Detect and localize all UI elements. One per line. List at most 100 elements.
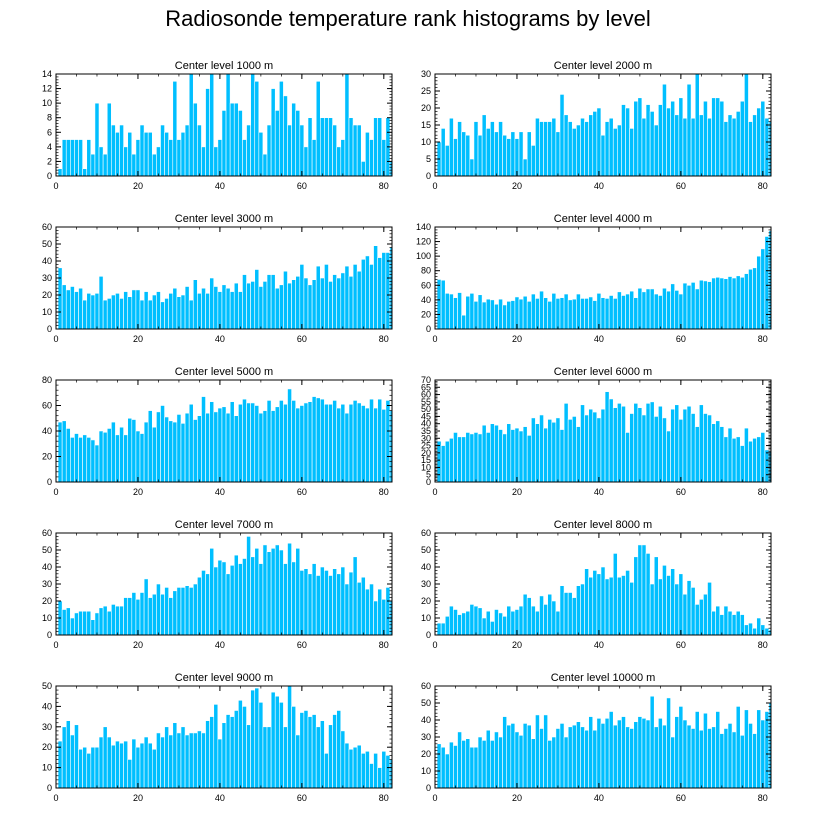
bar (209, 547, 215, 636)
bar (440, 445, 446, 483)
bar (649, 288, 655, 330)
bar (543, 121, 548, 177)
bar (752, 267, 757, 330)
bar (307, 117, 313, 177)
bar (547, 419, 553, 483)
panel-title: Center level 2000 m (554, 60, 652, 72)
bar (727, 276, 733, 330)
bar (715, 605, 721, 636)
bar (303, 568, 309, 636)
bar (658, 405, 663, 483)
bar (254, 269, 260, 330)
bar (119, 742, 124, 789)
bar (180, 726, 186, 789)
x-tick-label: 80 (379, 640, 389, 650)
x-tick-label: 0 (53, 181, 58, 191)
bar (250, 73, 256, 177)
bar (719, 614, 725, 636)
bar (307, 401, 313, 483)
y-tick-label: 0 (426, 171, 431, 181)
bar (453, 745, 458, 789)
bar (328, 403, 333, 483)
bar (217, 738, 223, 789)
y-tick-label: 0 (47, 630, 52, 640)
bar (535, 117, 540, 177)
y-tick-label: 40 (421, 562, 431, 572)
bar (760, 100, 766, 177)
x-tick-label: 40 (594, 181, 604, 191)
bar (192, 279, 198, 330)
y-tick-label: 20 (42, 290, 52, 300)
bar (385, 400, 391, 483)
bar (694, 604, 700, 636)
bar (711, 277, 716, 330)
bar (242, 558, 247, 636)
bar (115, 605, 120, 636)
bar (465, 134, 471, 177)
bar (373, 600, 378, 636)
bar (457, 731, 462, 789)
bar (727, 610, 733, 636)
y-tick-label: 20 (421, 103, 431, 113)
bar (481, 301, 487, 330)
bar (299, 405, 305, 483)
panel-title: Center level 7000 m (175, 519, 273, 531)
y-tick-label: 20 (421, 309, 431, 319)
x-tick-label: 40 (215, 487, 225, 497)
bar (102, 299, 108, 330)
bar (57, 168, 63, 177)
bar (205, 412, 210, 483)
bar (645, 104, 651, 177)
bar (752, 114, 757, 177)
bar (106, 428, 112, 483)
bar (584, 568, 589, 636)
bar (506, 724, 512, 789)
y-tick-label: 45 (421, 411, 431, 421)
plot-frame (434, 226, 772, 330)
bar (369, 139, 374, 177)
bar (658, 295, 663, 330)
bar (123, 740, 129, 789)
bar (250, 281, 256, 330)
bar (78, 748, 83, 789)
bar (94, 444, 100, 483)
bar (629, 128, 635, 177)
bar (74, 139, 79, 177)
x-tick-label: 60 (297, 640, 307, 650)
bar (197, 415, 202, 483)
bar (490, 621, 495, 636)
bar (172, 722, 178, 789)
bar (469, 292, 475, 330)
x-tick-label: 0 (432, 181, 437, 191)
y-tick-label: 40 (42, 701, 52, 711)
y-tick-label: 20 (42, 596, 52, 606)
y-tick-label: 5 (426, 154, 431, 164)
bar (633, 297, 639, 330)
bar (205, 88, 210, 177)
bar (254, 405, 260, 483)
bar (477, 294, 483, 330)
bar (653, 416, 659, 483)
bar (233, 102, 239, 177)
bar (625, 570, 630, 636)
bar (662, 564, 667, 636)
bar (526, 724, 532, 789)
bar (332, 124, 337, 177)
bar (147, 742, 153, 789)
bar (637, 407, 643, 483)
bar (666, 575, 671, 636)
bar (514, 731, 520, 789)
bar (238, 403, 243, 483)
bar (535, 423, 540, 483)
bar (498, 429, 503, 483)
bar (719, 100, 725, 177)
bar (711, 97, 716, 177)
bar (332, 400, 337, 483)
bar (365, 131, 370, 177)
bar (315, 726, 321, 789)
bar (86, 292, 92, 330)
bar (674, 404, 680, 483)
bar (291, 279, 297, 330)
bar (530, 605, 536, 636)
bar (756, 709, 762, 789)
